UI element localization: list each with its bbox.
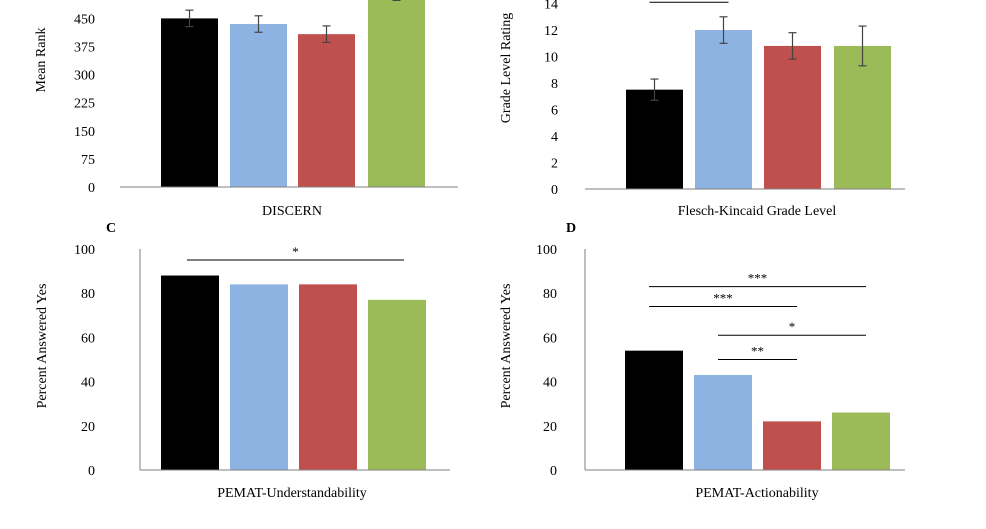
y-tick-label: 6 [551, 104, 558, 119]
y-tick-label: 0 [88, 464, 95, 479]
significance-label: *** [748, 271, 768, 286]
significance-label: * [789, 319, 796, 334]
panel-label: D [566, 221, 576, 236]
y-tick-label: 300 [74, 69, 95, 84]
significance-label: *** [713, 290, 733, 305]
bar [695, 30, 752, 190]
y-tick-label: 10 [544, 51, 558, 66]
panel-label: C [106, 221, 116, 236]
y-tick-label: 60 [81, 331, 95, 346]
y-axis-label: Grade Level Rating [499, 13, 514, 123]
y-axis-label: Mean Rank [34, 28, 49, 93]
y-tick-label: 60 [543, 331, 557, 346]
y-tick-label: 40 [543, 376, 557, 391]
bar [763, 421, 821, 470]
x-axis-label: PEMAT-Actionability [695, 486, 818, 501]
y-tick-label: 150 [74, 125, 95, 140]
bar [230, 24, 287, 187]
bar [368, 299, 426, 470]
bar [368, 0, 425, 187]
bar [161, 18, 218, 188]
x-axis-label: PEMAT-Understandability [217, 486, 367, 501]
y-tick-label: 14 [544, 0, 558, 13]
x-axis-label: DISCERN [262, 204, 322, 219]
y-tick-label: 375 [74, 41, 95, 56]
y-axis-label: Percent Answered Yes [35, 284, 50, 409]
y-tick-label: 225 [74, 97, 95, 112]
y-tick-label: 450 [74, 12, 95, 27]
bar [161, 275, 219, 470]
significance-label: ** [751, 344, 764, 359]
significance-label: * [292, 244, 299, 259]
bar [834, 45, 891, 190]
bar [764, 45, 821, 190]
bar [694, 374, 752, 470]
y-tick-label: 2 [551, 157, 558, 172]
bar [832, 412, 890, 470]
significance-label: *** [679, 0, 699, 1]
y-tick-label: 20 [543, 420, 557, 435]
y-tick-label: 75 [81, 153, 95, 168]
x-axis-label: Flesch-Kincaid Grade Level [678, 204, 837, 219]
bar [626, 89, 683, 189]
y-tick-label: 40 [81, 376, 95, 391]
y-tick-label: 80 [81, 287, 95, 302]
y-tick-label: 4 [551, 130, 558, 145]
bar [230, 284, 288, 470]
y-tick-label: 100 [74, 243, 95, 258]
bar [298, 34, 355, 187]
y-tick-label: 0 [88, 181, 95, 196]
y-tick-label: 0 [551, 183, 558, 198]
y-tick-label: 80 [543, 287, 557, 302]
bar [625, 350, 683, 470]
y-tick-label: 8 [551, 77, 558, 92]
y-tick-label: 12 [544, 24, 558, 39]
y-tick-label: 20 [81, 420, 95, 435]
y-axis-label: Percent Answered Yes [499, 284, 514, 409]
bar [299, 284, 357, 470]
y-tick-label: 100 [536, 243, 557, 258]
y-tick-label: 0 [550, 464, 557, 479]
